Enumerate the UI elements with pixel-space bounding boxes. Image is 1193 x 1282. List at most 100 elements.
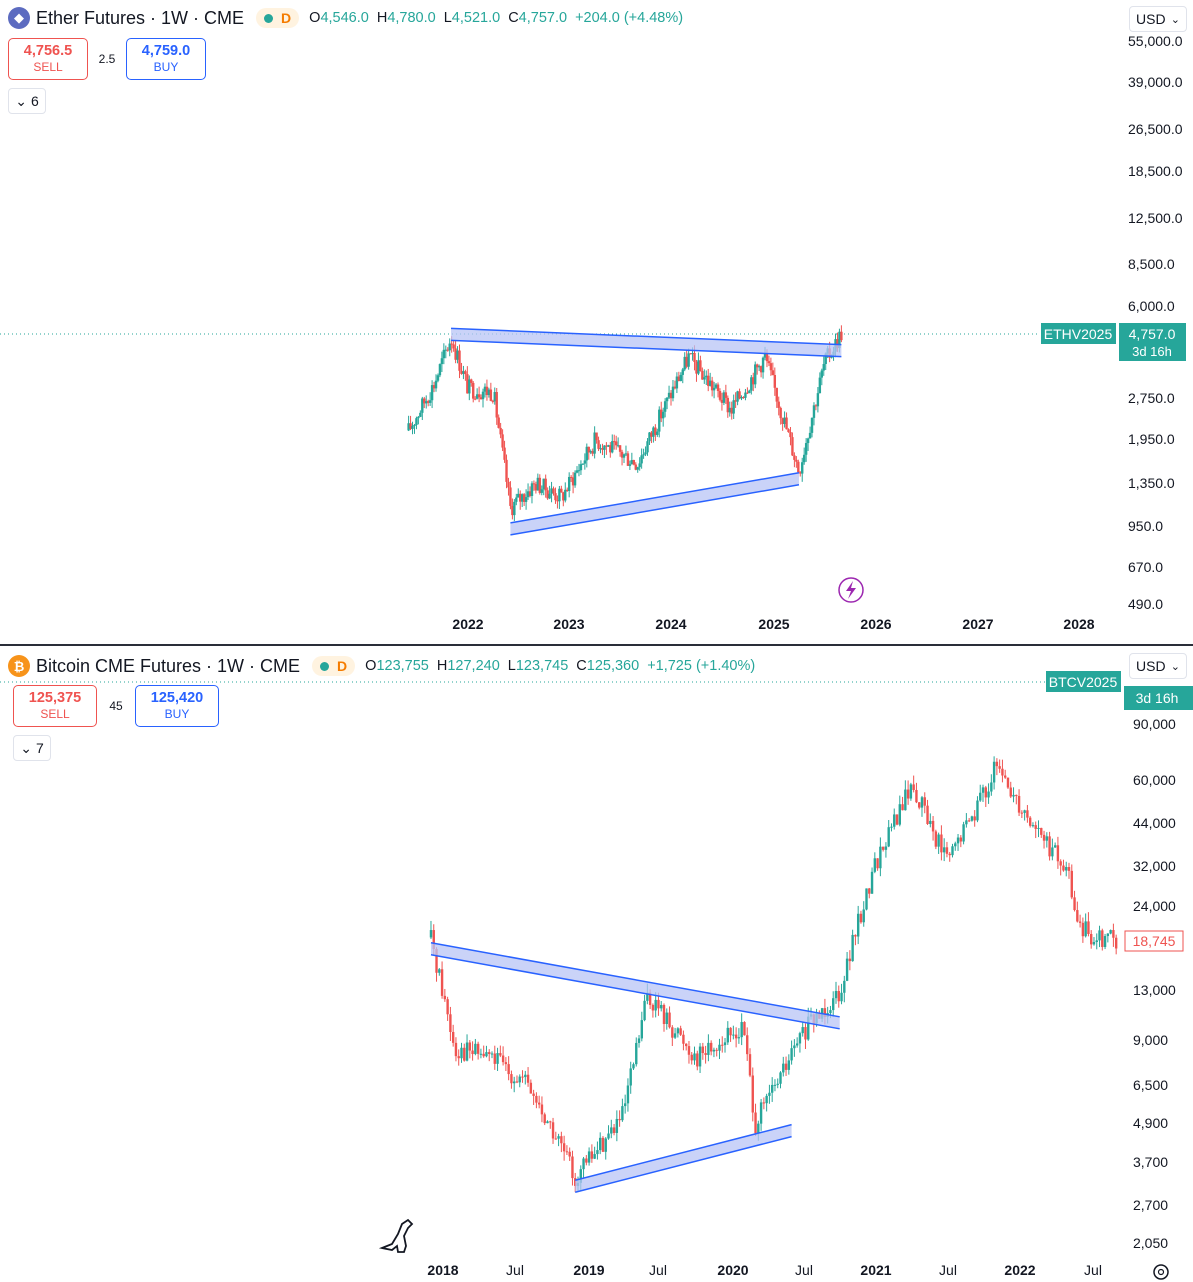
candle-body: [526, 491, 530, 498]
candle-body: [629, 1068, 632, 1086]
candle-body: [762, 1102, 766, 1104]
market-open-dot-icon: [264, 13, 274, 23]
candle-body: [432, 930, 435, 949]
time-axis-label: 2026: [860, 616, 891, 632]
ether-buy-button[interactable]: 4,759.0 BUY: [126, 38, 206, 80]
candle-body: [1073, 897, 1076, 911]
candle-body: [456, 350, 459, 360]
candle-body: [906, 789, 910, 799]
chevron-down-icon: ⌄: [1170, 13, 1180, 26]
candle-body: [591, 451, 594, 454]
candle-body: [948, 853, 951, 856]
time-axis-label: 2028: [1063, 616, 1094, 632]
candle-body: [520, 494, 524, 502]
time-axis-label: Jul: [649, 1262, 667, 1278]
bitcoin-sell-button[interactable]: 125,375 SELL: [13, 685, 97, 727]
candle-body: [945, 847, 949, 854]
bitcoin-currency-select[interactable]: USD ⌄: [1129, 653, 1187, 679]
chevron-down-icon: ⌄: [15, 92, 27, 109]
candle-body: [703, 377, 706, 380]
time-axis-label: 2025: [758, 616, 789, 632]
price-axis-label: 24,000: [1133, 898, 1176, 914]
bitcoin-chart-pane[interactable]: 90,000 60,000 44,000 32,000 24,000 13,000 9,00…: [0, 644, 1193, 1282]
candle-body: [432, 385, 436, 389]
candle-body: [1095, 940, 1098, 943]
bitcoin-symbol-title[interactable]: Bitcoin CME Futures · 1W · CME: [36, 655, 301, 676]
candle-body: [1020, 812, 1024, 814]
candle-body: [669, 392, 673, 399]
candle-body: [560, 1136, 563, 1144]
candle-body: [720, 399, 724, 403]
candle-body: [657, 999, 660, 1009]
candle-body: [668, 1012, 671, 1028]
candle-body: [873, 858, 877, 872]
candle-body: [797, 461, 800, 473]
candle-body: [1028, 817, 1032, 826]
candle-body: [503, 447, 506, 460]
market-status-pill[interactable]: D: [312, 656, 356, 676]
candle-body: [732, 400, 735, 414]
ether-currency-select[interactable]: USD ⌄: [1129, 6, 1187, 32]
candle-body: [638, 463, 641, 468]
candle-body: [785, 417, 788, 430]
candle-body: [884, 846, 888, 850]
candle-body: [652, 427, 655, 437]
candle-body: [471, 1050, 474, 1055]
candle-body: [642, 454, 645, 456]
time-axis-label: Jul: [795, 1262, 813, 1278]
candle-body: [854, 934, 857, 937]
candle-body: [697, 360, 700, 374]
candle-body: [685, 356, 688, 367]
ether-indicators-toggle[interactable]: ⌄ 6: [8, 88, 46, 114]
contract-tag-bg: [1041, 323, 1116, 344]
ether-symbol-title[interactable]: Ether Futures · 1W · CME: [36, 7, 245, 28]
candle-body: [640, 1020, 644, 1039]
candle-body: [554, 493, 557, 501]
candle-body: [734, 1034, 738, 1039]
candle-body: [687, 353, 690, 367]
candle-body: [1087, 921, 1090, 934]
candle-body: [718, 390, 722, 400]
candle-body: [1037, 827, 1040, 829]
settings-gear-icon: [1153, 1264, 1169, 1280]
candle-body: [752, 377, 755, 385]
candle-body: [605, 445, 608, 447]
candle-body: [598, 1137, 602, 1151]
candle-body: [488, 1052, 491, 1055]
bitcoin-candlestick-chart[interactable]: 90,000 60,000 44,000 32,000 24,000 13,000 9,00…: [0, 646, 1193, 1282]
ether-sell-button[interactable]: 4,756.5 SELL: [8, 38, 88, 80]
ether-candlestick-chart[interactable]: 55,000.0 39,000.0 26,500.0 18,500.0 12,500.0…: [0, 0, 1193, 644]
candle-body: [417, 416, 420, 419]
candle-body: [458, 350, 461, 371]
candle-body: [568, 1151, 571, 1157]
candle-body: [898, 804, 901, 825]
candle-body: [759, 1102, 763, 1124]
candle-body: [481, 391, 485, 400]
candle-body: [511, 505, 514, 516]
candle-body: [909, 784, 913, 799]
candle-body: [728, 407, 731, 413]
market-status-pill[interactable]: D: [256, 8, 300, 28]
bitcoin-buy-button[interactable]: 125,420 BUY: [135, 685, 219, 727]
candle-body: [787, 1060, 791, 1070]
bitcoin-indicators-toggle[interactable]: ⌄ 7: [13, 735, 51, 761]
candle-body: [810, 417, 814, 433]
candle-body: [421, 398, 424, 413]
candle-body: [475, 394, 479, 399]
candle-body: [789, 432, 792, 438]
candle-body: [596, 1150, 599, 1155]
candle-body: [585, 1158, 588, 1163]
candle-body: [618, 1118, 621, 1121]
candle-body: [973, 816, 976, 821]
candle-body: [1103, 936, 1107, 947]
price-axis-label: 32,000: [1133, 858, 1176, 874]
ether-chart-pane[interactable]: 55,000.0 39,000.0 26,500.0 18,500.0 12,500.0…: [0, 0, 1193, 644]
candle-body: [942, 847, 946, 853]
time-axis-label: 2027: [962, 616, 993, 632]
candle-body: [781, 418, 784, 424]
candle-body: [690, 1054, 693, 1061]
candle-body: [593, 1154, 596, 1159]
candle-body: [497, 417, 500, 428]
candle-body: [801, 462, 804, 474]
candle-body: [626, 453, 630, 466]
